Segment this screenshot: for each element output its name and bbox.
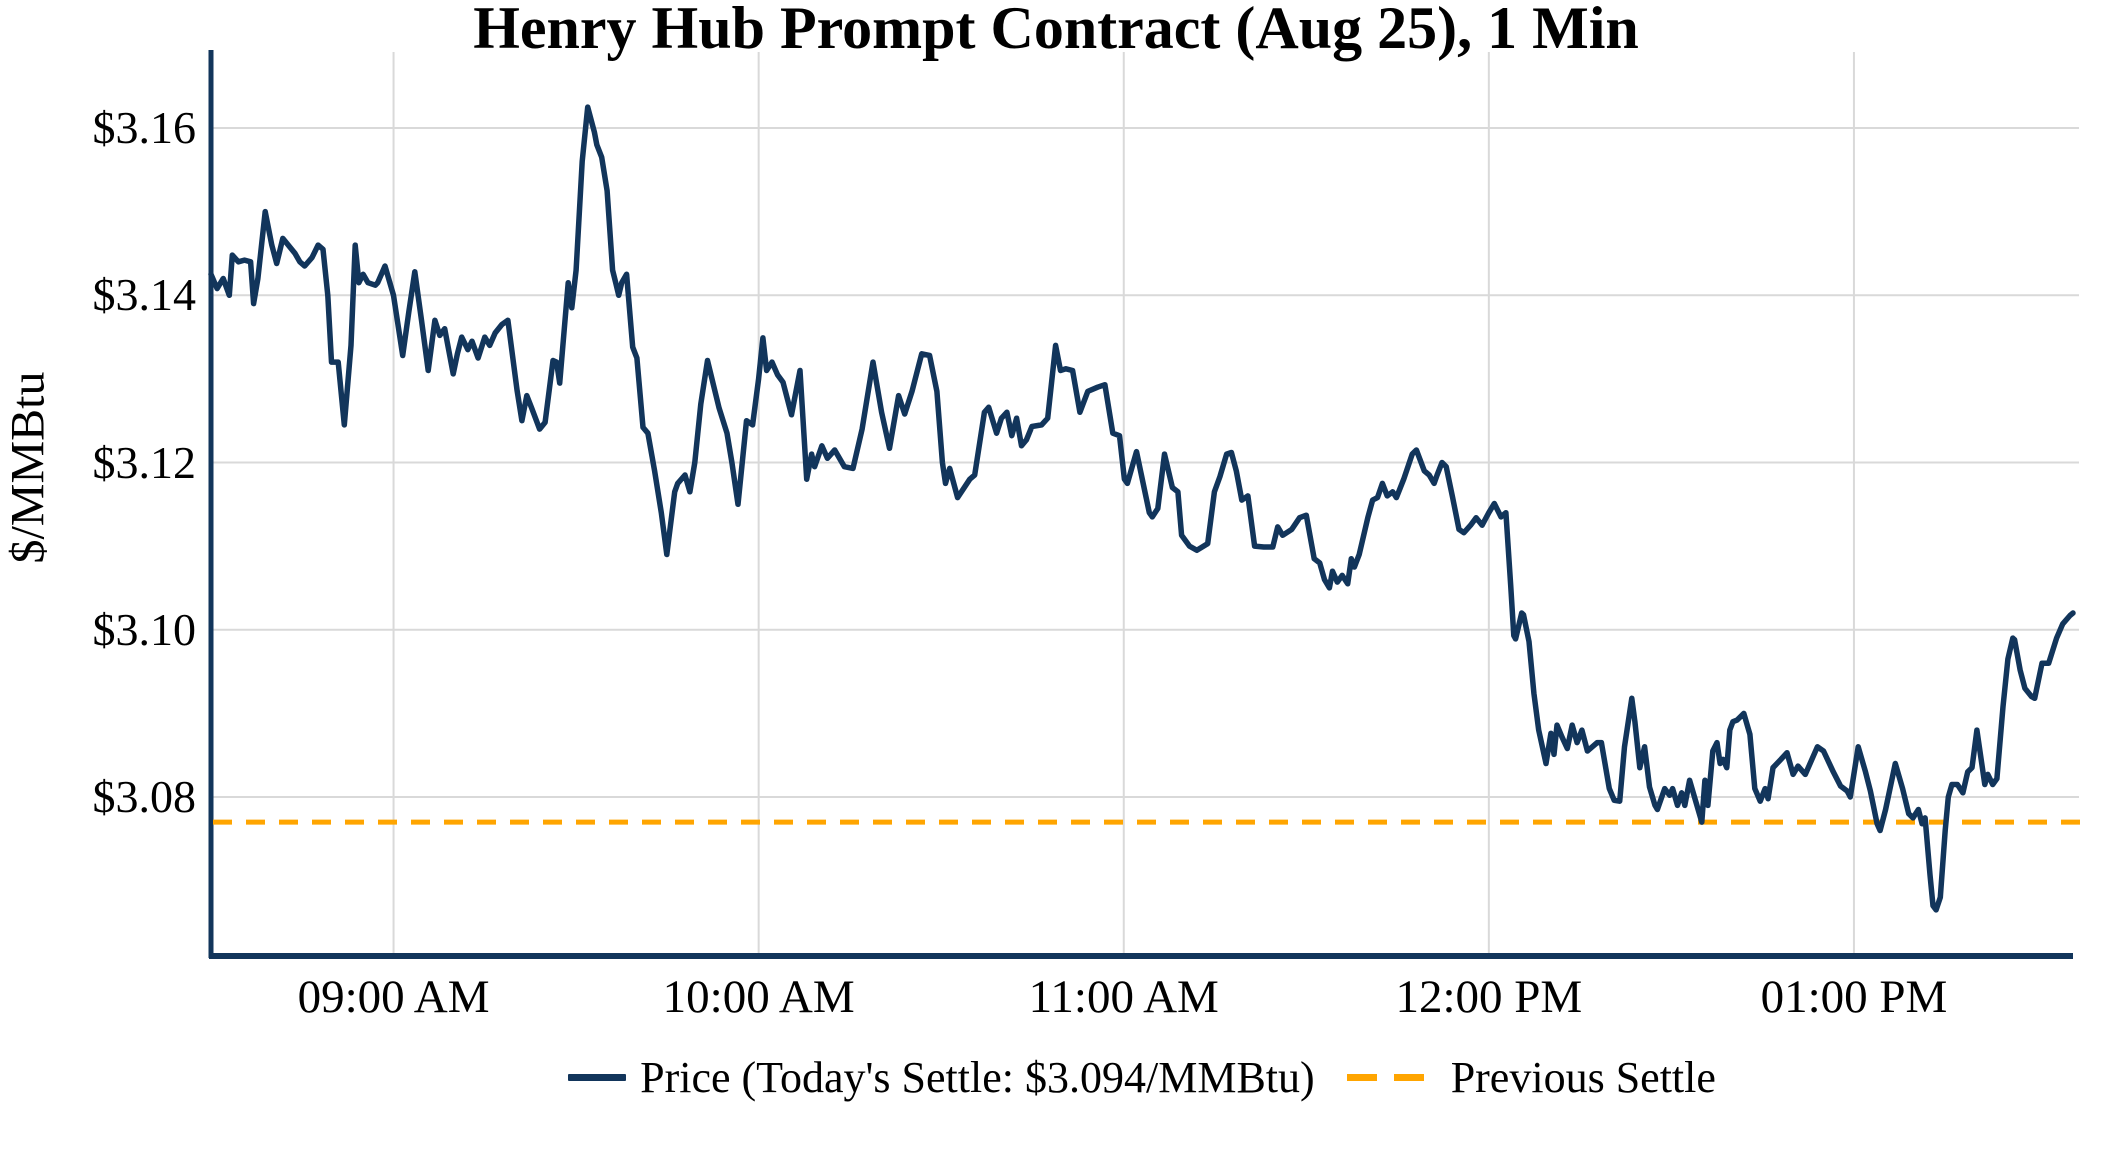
price-line [208,104,2076,913]
price-legend-label: Price (Today's Settle: $3.094/MMBtu) [640,1053,1315,1102]
y-tick-label: $3.08 [92,771,197,822]
price-line-swatch-icon [568,1074,627,1081]
chart-title: Henry Hub Prompt Contract (Aug 25), 1 Mi… [473,0,1639,61]
x-tick-label: 12:00 PM [1395,971,1583,1023]
y-tick-label: $3.16 [92,102,197,153]
previous-settle-swatch-icon [1346,1074,1437,1081]
y-tick-label: $3.12 [92,436,197,488]
previous-settle-legend-label: Previous Settle [1450,1053,1716,1102]
y-tick-label: $3.10 [92,603,197,655]
legend: Price (Today's Settle: $3.094/MMBtu) Pre… [211,1052,2073,1103]
y-axis-title: $/MMBtu [1,371,55,564]
x-tick-label: 10:00 AM [662,971,855,1023]
y-tick-label: $3.14 [92,269,197,321]
x-tick-label: 01:00 PM [1760,971,1948,1023]
x-tick-label: 09:00 AM [297,971,490,1023]
x-tick-label: 11:00 AM [1028,971,1219,1023]
